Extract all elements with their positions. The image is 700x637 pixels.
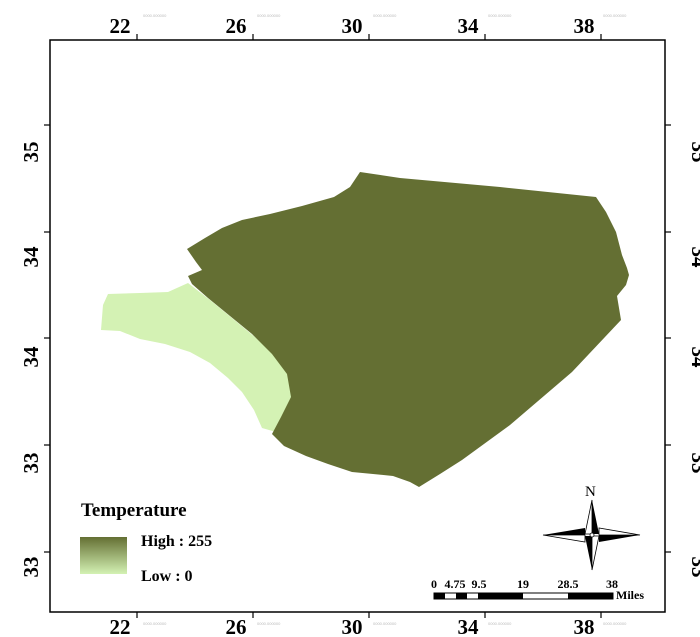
scale-unit: Miles xyxy=(616,588,644,602)
x-tick-label: 22 xyxy=(110,14,131,38)
scale-label: 19 xyxy=(517,577,529,591)
scale-label: 0 xyxy=(431,577,437,591)
y-tick-label: 33 xyxy=(19,557,43,578)
svg-text:0000.000000: 0000.000000 xyxy=(603,621,627,626)
x-tick-marks xyxy=(136,34,602,618)
x-tick-label: 34 xyxy=(458,615,480,637)
x-tick-label: 38 xyxy=(574,14,595,38)
y-tick-label: 34 xyxy=(19,246,43,268)
y-tick-labels-right: 35 34 34 33 33 xyxy=(687,142,700,578)
scale-label: 28.5 xyxy=(558,577,579,591)
scale-label: 38 xyxy=(606,577,618,591)
svg-text:0000.000000: 0000.000000 xyxy=(143,13,167,18)
svg-text:0000.000000: 0000.000000 xyxy=(488,621,512,626)
svg-text:0000.000000: 0000.000000 xyxy=(373,621,397,626)
legend-color-ramp xyxy=(80,537,127,574)
svg-text:0000.000000: 0000.000000 xyxy=(257,621,281,626)
x-tick-label: 38 xyxy=(574,615,595,637)
fine-coordinate-labels: 0000.000000 0000.000000 0000.000000 0000… xyxy=(143,13,627,626)
legend: Temperature High : 255 Low : 0 xyxy=(80,500,212,585)
legend-high-label: High : 255 xyxy=(141,533,212,550)
y-tick-label: 35 xyxy=(687,142,700,163)
low-temperature-region xyxy=(101,283,294,432)
y-tick-labels-left: 35 34 34 33 33 xyxy=(19,142,43,578)
x-tick-labels-bottom: 22 26 30 34 38 xyxy=(110,615,595,637)
y-tick-label: 34 xyxy=(19,346,43,368)
scale-bar: 0 4.75 9.5 19 28.5 38 Miles xyxy=(431,577,644,602)
legend-low-label: Low : 0 xyxy=(141,568,193,585)
scale-label: 4.75 xyxy=(445,577,466,591)
high-temperature-region xyxy=(187,172,629,487)
scale-label: 9.5 xyxy=(472,577,487,591)
north-label: N xyxy=(585,484,596,500)
legend-title: Temperature xyxy=(81,500,187,521)
y-tick-label: 33 xyxy=(687,453,700,474)
y-tick-label: 35 xyxy=(19,142,43,163)
x-tick-labels-top: 22 26 30 34 38 xyxy=(110,14,595,38)
x-tick-label: 22 xyxy=(110,615,131,637)
north-arrow-compass-icon: N xyxy=(542,484,641,571)
svg-text:0000.000000: 0000.000000 xyxy=(143,621,167,626)
svg-text:0000.000000: 0000.000000 xyxy=(603,13,627,18)
svg-text:0000.000000: 0000.000000 xyxy=(488,13,512,18)
svg-text:0000.000000: 0000.000000 xyxy=(257,13,281,18)
x-tick-label: 26 xyxy=(226,615,247,637)
y-tick-label: 34 xyxy=(687,347,700,369)
x-tick-label: 26 xyxy=(226,14,247,38)
svg-text:0000.000000: 0000.000000 xyxy=(373,13,397,18)
x-tick-label: 34 xyxy=(458,14,480,38)
x-tick-label: 30 xyxy=(342,615,363,637)
y-tick-label: 33 xyxy=(687,557,700,578)
x-tick-label: 30 xyxy=(342,14,363,38)
y-tick-label: 33 xyxy=(19,453,43,474)
y-tick-marks xyxy=(44,124,671,553)
y-tick-label: 34 xyxy=(687,247,700,269)
